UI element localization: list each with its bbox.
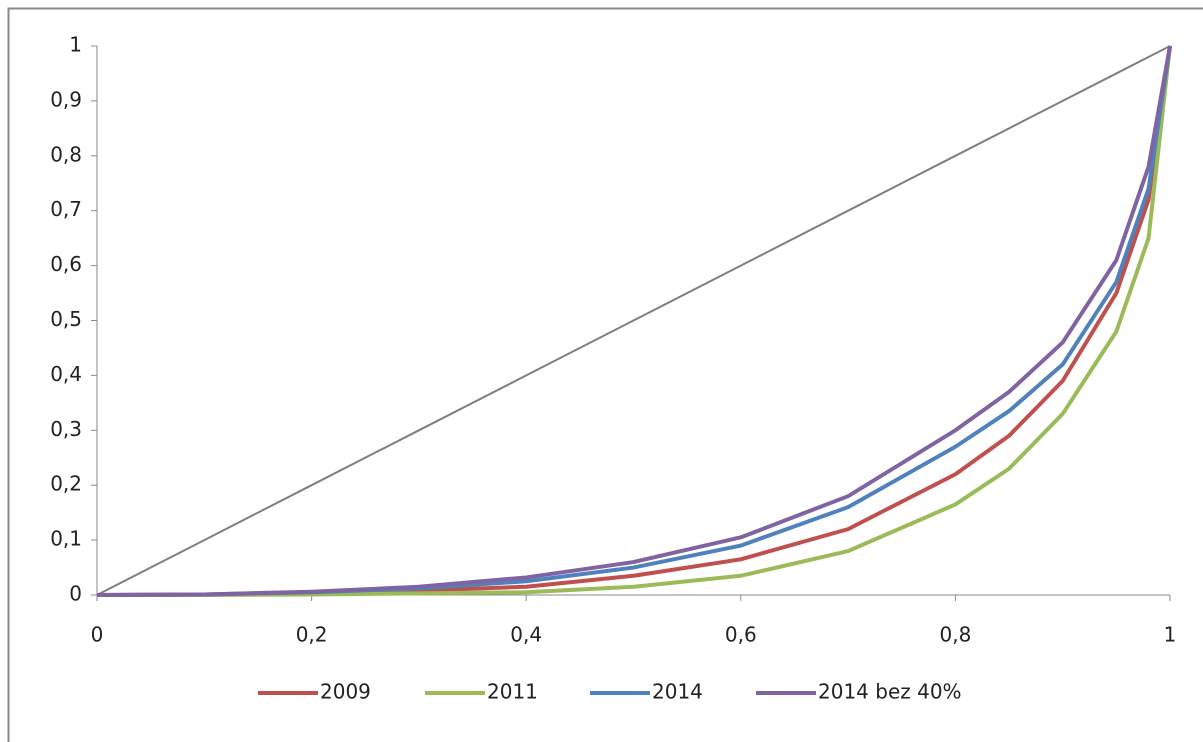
y-tick-label: 1 [69,33,82,57]
legend-label: 2011 [487,680,538,704]
series-line [96,45,1172,597]
series-line [96,45,1171,596]
y-tick-label: 0,8 [50,142,82,166]
y-tick-label: 0,7 [50,197,82,221]
x-tick-label: 0,2 [296,623,328,647]
series-line [97,45,1172,597]
x-tick-label: 0,8 [939,623,971,647]
x-tick-label: 1 [1164,623,1177,647]
y-tick-label: 0,2 [50,472,82,496]
y-tick-label: 0,4 [50,362,82,386]
legend-label: 2014 [652,680,703,704]
y-tick-label: 0,1 [50,527,82,551]
legend-label: 2009 [320,680,371,704]
chart-frame [7,7,1203,742]
y-tick-label: 0,6 [50,252,82,276]
x-tick-label: 0,4 [510,623,542,647]
x-tick-label: 0 [91,623,104,647]
y-tick-label: 0,5 [50,307,82,331]
y-tick-label: 0,3 [50,417,82,441]
x-tick-label: 0,6 [725,623,757,647]
y-tick-label: 0 [69,582,82,606]
y-tick-label: 0,9 [50,87,82,111]
legend-label: 2014 bez 40% [818,680,962,704]
